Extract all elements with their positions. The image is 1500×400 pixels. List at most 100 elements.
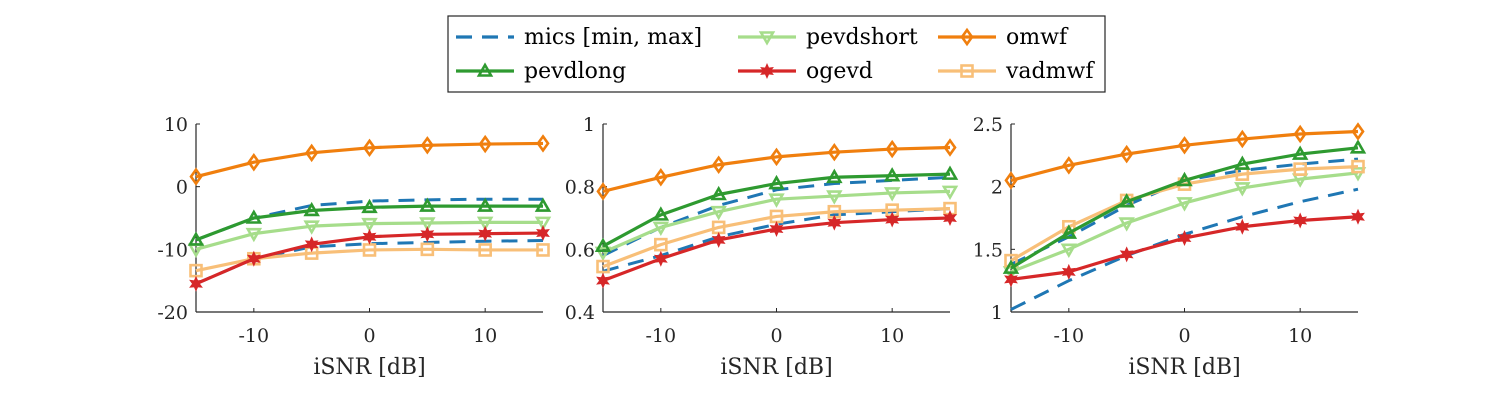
legend-label-pevdshort: pevdshort — [806, 25, 918, 50]
data-point-pevdshort — [1118, 217, 1135, 232]
legend-label-mics-min-max: mics [min, max] — [524, 25, 702, 50]
data-point-ogevd — [827, 214, 842, 231]
data-point-ogevd — [304, 236, 319, 253]
data-point-ogevd — [711, 231, 726, 248]
data-point-ogevd — [1177, 230, 1192, 247]
data-point-ogevd — [885, 211, 900, 228]
legend-marker-pevdlong — [476, 62, 494, 77]
data-point-ogevd — [362, 228, 377, 245]
data-point-ogevd — [1061, 263, 1076, 280]
data-point-pevdshort — [476, 216, 494, 232]
data-point-pevdshort — [303, 220, 320, 235]
data-point-pevdshort — [710, 205, 727, 221]
series-pevdlong — [187, 197, 552, 246]
data-point-ogevd — [189, 275, 203, 292]
data-point-omwf — [420, 136, 434, 155]
data-point-omwf — [596, 182, 610, 201]
data-point-omwf — [478, 134, 492, 154]
x-tick-label: -10 — [1054, 325, 1085, 347]
legend-entry-vadmwf: vadmwf — [938, 59, 1095, 84]
y-tick-label: 2 — [991, 177, 1003, 199]
series-line-pevdshort — [195, 220, 543, 251]
data-point-pevdlong — [534, 197, 552, 212]
data-point-omwf — [769, 147, 784, 167]
data-point-omwf — [1235, 129, 1249, 149]
series-pevdlong — [594, 165, 959, 252]
legend-marker-ogevd — [760, 63, 774, 79]
data-point-omwf — [189, 167, 203, 186]
data-point-omwf — [536, 134, 550, 153]
y-tick-label: 0.4 — [565, 302, 595, 324]
data-point-pevdshort — [1060, 243, 1078, 258]
data-point-omwf — [362, 138, 377, 158]
data-point-pevdlong — [652, 206, 670, 221]
data-point-omwf — [1177, 136, 1192, 155]
data-point-omwf — [247, 152, 261, 172]
y-tick-label: 2.5 — [973, 114, 1003, 136]
data-point-vadmwf — [1293, 162, 1307, 176]
data-point-omwf — [712, 155, 726, 174]
data-point-ogevd — [1293, 212, 1308, 229]
data-point-vadmwf — [1351, 159, 1365, 174]
x-tick-label: 0 — [770, 325, 782, 347]
data-point-pevdlong — [1002, 259, 1020, 274]
data-point-pevdlong — [303, 201, 320, 217]
data-point-pevdlong — [419, 197, 436, 212]
x-tick-label: 10 — [880, 325, 904, 347]
data-point-omwf — [885, 139, 899, 159]
series-pevdlong — [1002, 139, 1367, 274]
data-point-ogevd — [478, 225, 493, 242]
x-tick-label: -10 — [646, 325, 677, 347]
data-point-pevdlong — [1234, 155, 1251, 170]
data-point-pevdshort — [594, 246, 612, 262]
data-point-omwf — [943, 138, 957, 157]
y-tick-label: 1.5 — [973, 239, 1003, 261]
y-tick-label: 1 — [583, 114, 595, 136]
x-tick-label: -10 — [239, 325, 270, 347]
y-tick-label: -10 — [157, 239, 188, 261]
data-point-pevdshort — [1176, 197, 1193, 212]
data-point-pevdlong — [594, 237, 612, 252]
series-line-omwf — [602, 145, 951, 193]
y-tick-label: 1 — [991, 302, 1003, 324]
series-line-pevdshort — [602, 189, 951, 254]
series-line-vadmwf — [602, 207, 951, 269]
data-point-pevdshort — [1349, 167, 1367, 182]
data-point-pevdlong — [768, 174, 785, 190]
data-point-omwf — [1062, 156, 1076, 175]
data-point-ogevd — [1119, 246, 1134, 263]
data-point-pevdlong — [361, 198, 378, 214]
data-point-ogevd — [420, 226, 435, 243]
data-point-pevdlong — [187, 231, 205, 246]
data-point-omwf — [654, 168, 668, 187]
data-point-pevdshort — [652, 221, 670, 237]
x-axis-label: iSNR [dB] — [1128, 355, 1240, 380]
series-line-pevdlong — [1010, 146, 1359, 270]
y-tick-label: 0.8 — [565, 177, 595, 199]
x-tick-label: 0 — [1178, 325, 1190, 347]
data-point-pevdlong — [1291, 145, 1309, 160]
data-point-vadmwf — [1004, 253, 1018, 268]
data-point-ogevd — [653, 250, 668, 267]
series-line-omwf — [195, 141, 544, 179]
data-point-pevdshort — [361, 217, 378, 233]
data-point-pevdlong — [1349, 139, 1367, 154]
data-point-pevdlong — [826, 168, 843, 184]
data-point-pevdshort — [534, 216, 552, 232]
data-point-vadmwf — [420, 242, 435, 257]
legend-label-omwf: omwf — [1006, 25, 1069, 50]
series-omwf — [596, 138, 957, 201]
legend-box — [447, 15, 1106, 93]
series-ogevd — [189, 225, 550, 292]
data-point-pevdshort — [941, 185, 959, 200]
data-point-pevdshort — [826, 190, 843, 205]
data-point-pevdlong — [476, 197, 494, 212]
data-point-vadmwf — [478, 243, 492, 257]
series-omwf — [1004, 122, 1365, 190]
data-point-ogevd — [246, 250, 261, 267]
panel-1: -20 -10 0 10 -10 0 10 iSNR [dB] — [157, 114, 552, 380]
y-tick-label: -20 — [157, 302, 188, 324]
data-point-pevdlong — [883, 167, 901, 182]
data-point-ogevd — [1004, 271, 1018, 288]
